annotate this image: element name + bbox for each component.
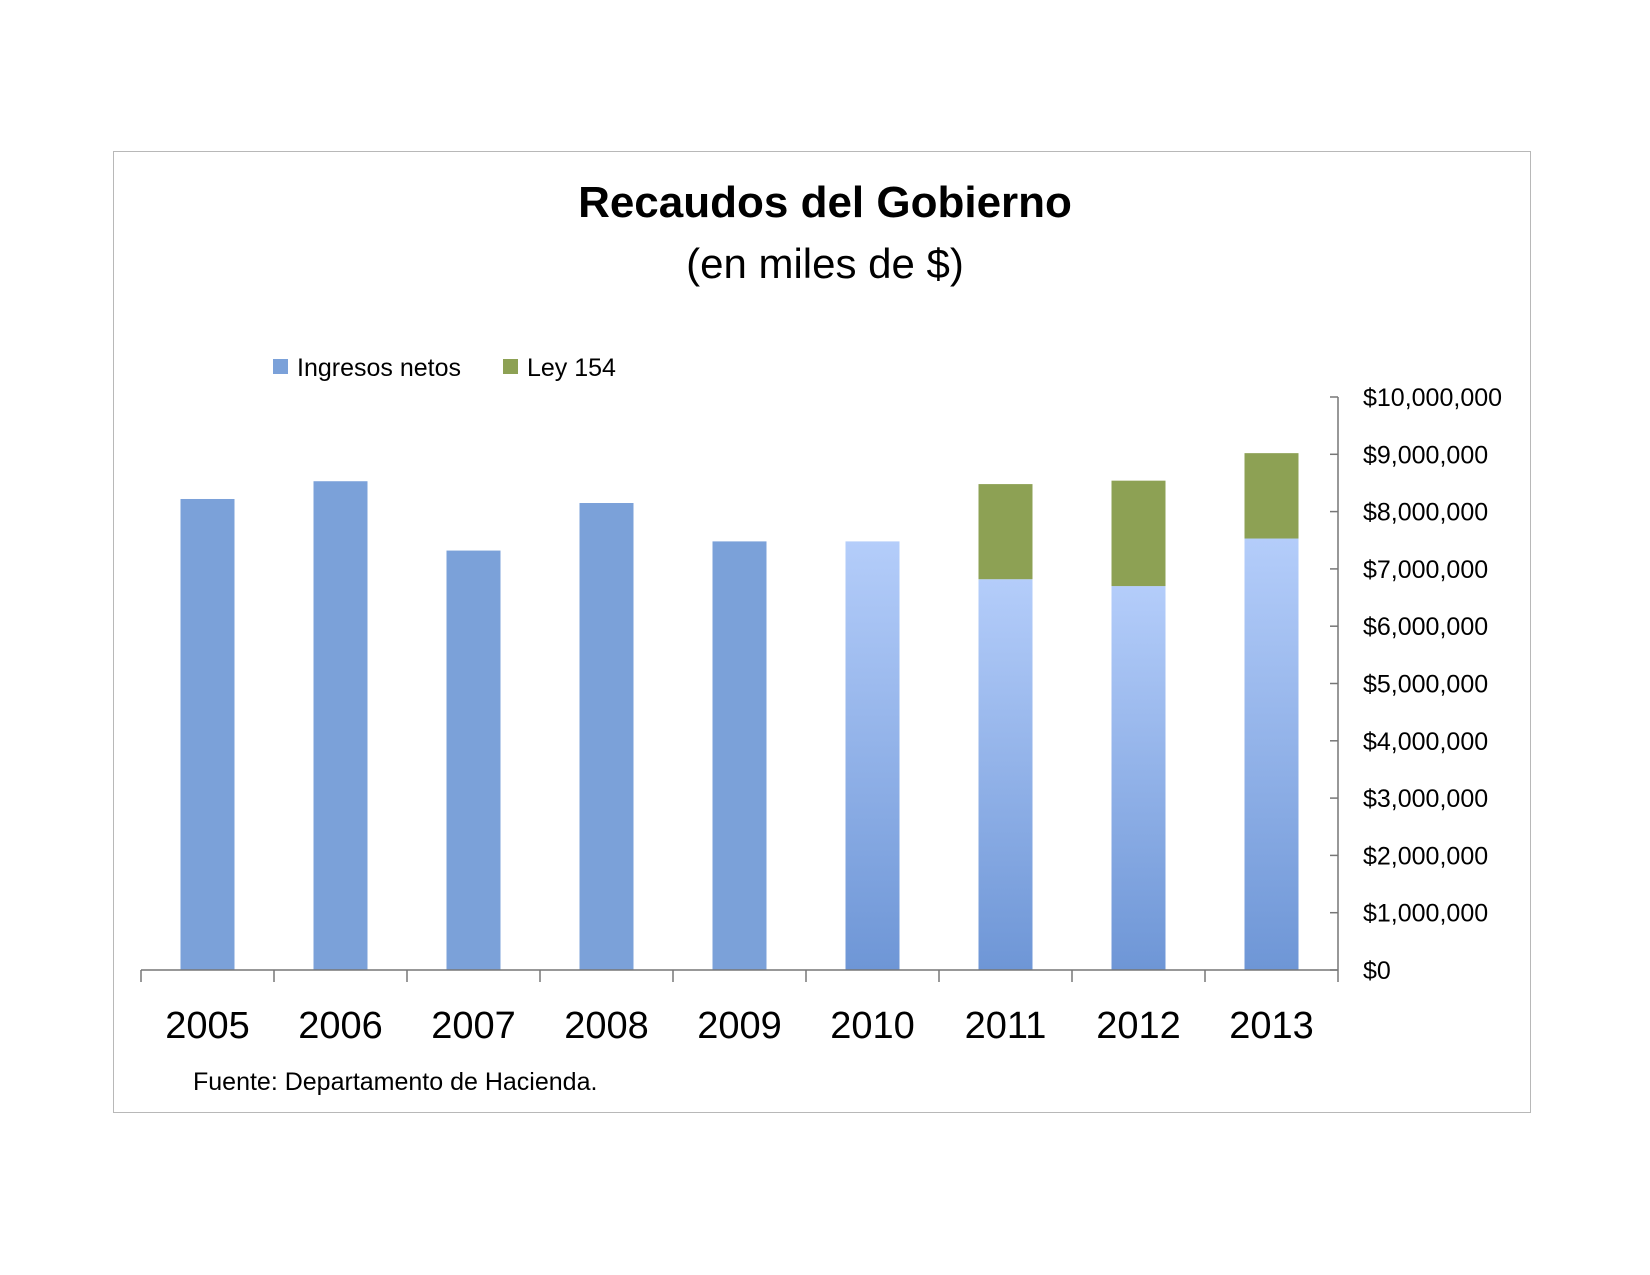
- bar-ingresos-netos-2013: [1244, 538, 1299, 970]
- chart-subtitle: (en miles de $): [686, 240, 964, 287]
- y-tick-label: $3,000,000: [1363, 785, 1488, 813]
- legend-item-ley-154-label: Ley 154: [527, 354, 616, 382]
- y-tick-label: $5,000,000: [1363, 671, 1488, 699]
- bar-ley-154-2012: [1111, 480, 1166, 587]
- bar-ingresos-netos-2007: [446, 550, 501, 970]
- x-tick-label: 2013: [1229, 1005, 1314, 1047]
- y-tick-label: $4,000,000: [1363, 728, 1488, 756]
- y-tick-label: $2,000,000: [1363, 842, 1488, 870]
- y-tick-label: $1,000,000: [1363, 900, 1488, 928]
- bar-ingresos-netos-2005: [180, 498, 235, 970]
- bar-ingresos-netos-2009: [712, 541, 767, 970]
- legend: Ingresos netos Ley 154: [273, 354, 616, 382]
- chart-title: Recaudos del Gobierno: [578, 178, 1072, 227]
- y-tick-label: $7,000,000: [1363, 556, 1488, 584]
- y-tick-label: $10,000,000: [1363, 384, 1502, 412]
- x-tick-label: 2008: [564, 1005, 649, 1047]
- x-tick-label: 2012: [1096, 1005, 1181, 1047]
- bar-ingresos-netos-2011: [978, 579, 1033, 970]
- bar-ley-154-2013: [1244, 453, 1299, 539]
- bar-ingresos-netos-2012: [1111, 586, 1166, 970]
- y-tick-label: $9,000,000: [1363, 441, 1488, 469]
- legend-item-ingresos-netos-swatch: [273, 359, 288, 374]
- bar-ingresos-netos-2006: [313, 481, 368, 970]
- x-tick-label: 2007: [431, 1005, 516, 1047]
- y-tick-label: $6,000,000: [1363, 613, 1488, 641]
- x-tick-label: 2010: [830, 1005, 915, 1047]
- bar-ley-154-2011: [978, 484, 1033, 580]
- x-tick-label: 2009: [697, 1005, 782, 1047]
- legend-item-ingresos-netos-label: Ingresos netos: [297, 354, 461, 382]
- x-tick-label: 2011: [965, 1005, 1047, 1047]
- source-note: Fuente: Departamento de Hacienda.: [193, 1068, 598, 1096]
- y-tick-label: $8,000,000: [1363, 499, 1488, 527]
- x-tick-label: 2005: [165, 1005, 250, 1047]
- legend-item-ley-154-swatch: [503, 359, 518, 374]
- y-tick-label: $0: [1363, 957, 1391, 985]
- x-tick-label: 2006: [298, 1005, 383, 1047]
- bar-ingresos-netos-2010: [845, 541, 900, 970]
- bar-ingresos-netos-2008: [579, 503, 634, 970]
